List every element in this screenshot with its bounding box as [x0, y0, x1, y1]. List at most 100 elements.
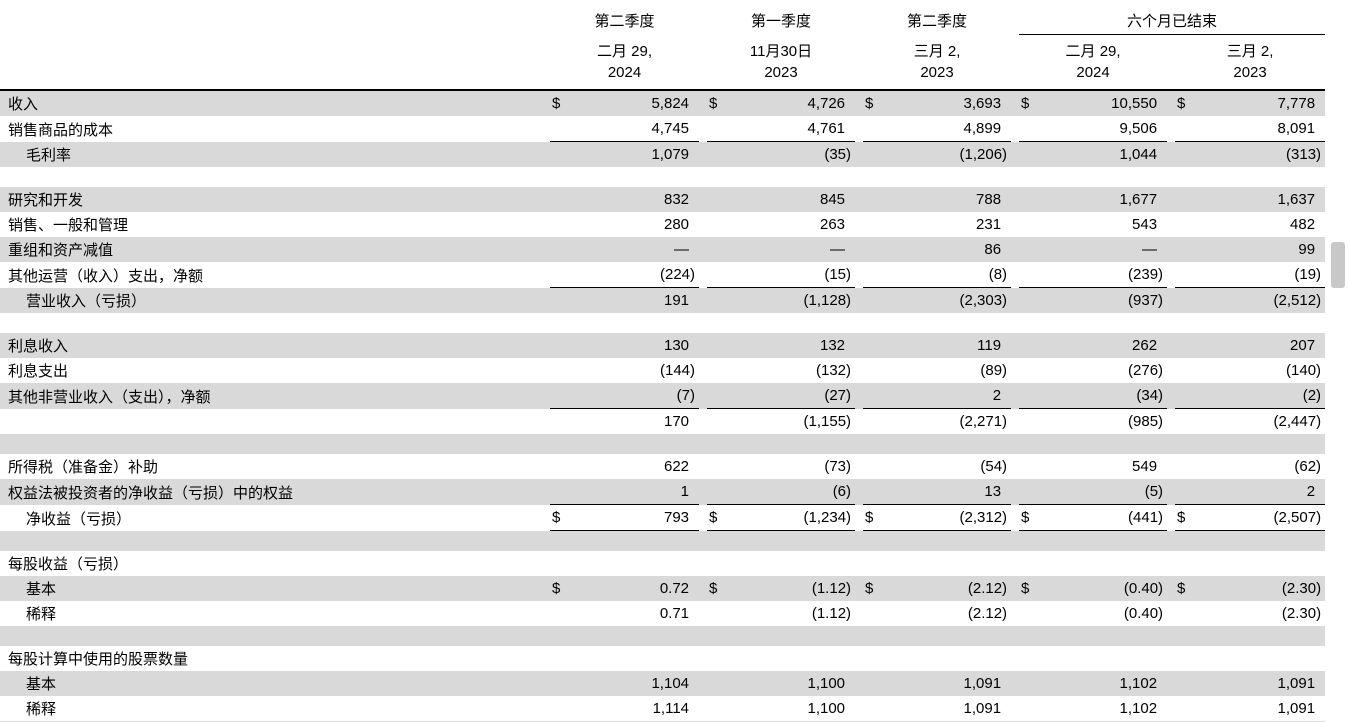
column-gap	[1011, 479, 1020, 505]
value-cell: (35)	[729, 142, 856, 167]
column-gap	[699, 142, 708, 167]
column-gap	[1167, 288, 1176, 313]
currency-symbol-cell	[863, 454, 885, 479]
value-cell: 3,693	[885, 89, 1012, 116]
value-cell: (34)	[1041, 383, 1168, 409]
currency-symbol-cell	[863, 671, 886, 696]
value-cell: 8,091	[1197, 116, 1326, 142]
column-gap	[1011, 551, 1019, 576]
column-gap	[1167, 358, 1175, 383]
currency-symbol-cell	[707, 383, 730, 409]
value-cell: (0.40)	[1123, 605, 1164, 622]
value-cell: 845	[729, 187, 856, 212]
table-row: 销售商品的成本 4,745 4,761 4,899 9,506 8,091	[0, 116, 1326, 142]
value-cell: 1,100	[807, 700, 846, 717]
date-line-2: 2024	[607, 64, 642, 81]
column-gap	[1167, 576, 1176, 601]
column-gap	[699, 696, 707, 721]
column-gap	[1011, 35, 1019, 89]
column-gap	[1011, 646, 1019, 671]
value-cell: (27)	[729, 383, 856, 409]
currency-symbol-cell	[550, 142, 572, 167]
column-gap	[699, 288, 708, 313]
spacer-cell	[0, 531, 1326, 551]
column-gap	[855, 333, 864, 358]
period-header-q1: 第一季度	[751, 13, 812, 30]
currency-symbol-cell	[1175, 454, 1197, 479]
value-cell: (19)	[1197, 262, 1326, 288]
value-cell: 2	[1197, 479, 1326, 505]
column-gap	[1167, 237, 1176, 262]
row-label: 利息支出	[8, 363, 69, 380]
value-cell: (144)	[659, 362, 696, 379]
currency-symbol-cell	[550, 409, 572, 434]
value-cell: (7)	[572, 383, 700, 409]
spacer-row	[0, 434, 1326, 454]
value-cell: 4,745	[572, 116, 700, 142]
currency-symbol-cell: $	[707, 89, 730, 116]
currency-symbol-cell	[1019, 142, 1042, 167]
currency-symbol-cell: $	[1019, 576, 1042, 601]
currency-symbol-cell	[1019, 288, 1042, 313]
vertical-scrollbar-thumb[interactable]	[1331, 242, 1345, 288]
currency-symbol-cell: $	[1019, 505, 1042, 531]
value-cell: 231	[976, 216, 1002, 233]
currency-symbol-cell	[863, 646, 885, 671]
value-cell: —	[729, 237, 856, 262]
column-gap	[855, 601, 863, 626]
currency-symbol-cell	[863, 696, 885, 721]
value-cell: (132)	[816, 362, 852, 379]
column-gap	[1011, 6, 1019, 35]
currency-symbol-cell: $	[863, 505, 886, 531]
date-line-1: 三月 2,	[1226, 43, 1274, 60]
spacer-cell	[0, 434, 1326, 454]
value-cell: (6)	[729, 479, 856, 505]
currency-symbol-cell	[1019, 212, 1041, 237]
value-cell: (2,303)	[885, 288, 1012, 313]
value-cell	[572, 551, 699, 576]
income-statement-table: 第二季度 第一季度 第二季度 六个月已结束 二月 29, 2024 11月30日…	[0, 6, 1326, 722]
date-line-2: 2023	[920, 64, 954, 81]
value-cell	[572, 646, 699, 671]
currency-symbol-cell	[550, 262, 572, 288]
value-cell: (1.12)	[729, 576, 856, 601]
currency-symbol-cell: $	[863, 576, 886, 601]
value-cell: 832	[572, 187, 700, 212]
currency-symbol-cell	[1019, 116, 1042, 142]
currency-symbol-cell	[550, 288, 572, 313]
currency-symbol-cell	[863, 358, 885, 383]
value-cell: (140)	[1286, 362, 1322, 379]
table-row: 销售、一般和管理 280 263 231 543 482	[0, 212, 1325, 237]
value-cell: (2)	[1197, 383, 1326, 409]
currency-symbol-cell	[1019, 454, 1041, 479]
currency-symbol-cell	[1175, 479, 1198, 505]
currency-symbol-cell	[707, 479, 730, 505]
currency-symbol-cell: $	[707, 576, 730, 601]
column-gap	[699, 262, 707, 288]
column-gap	[1011, 576, 1020, 601]
value-cell: 793	[572, 505, 700, 531]
value-cell: 207	[1197, 333, 1326, 358]
column-gap	[1011, 601, 1019, 626]
value-cell: 130	[572, 333, 700, 358]
column-gap	[699, 479, 708, 505]
table-row: 稀释 0.71 (1.12) (2.12) (0.40) (2.30)	[0, 601, 1325, 626]
currency-symbol-cell	[1019, 358, 1041, 383]
table-header: 第二季度 第一季度 第二季度 六个月已结束 二月 29, 2024 11月30日…	[0, 6, 1326, 89]
currency-symbol-cell	[1175, 333, 1198, 358]
table-row: 权益法被投资者的净收益（亏损）中的权益 1 (6) 13 (5) 2	[0, 479, 1326, 505]
column-gap	[1167, 601, 1175, 626]
table-row: 每股收益（亏损）	[0, 551, 1325, 576]
column-gap	[855, 671, 864, 696]
currency-symbol-cell	[1175, 288, 1198, 313]
table-row: 净收益（亏损） $793 $ (1,234) $ (2,312) $ (441) $ (2,507…	[0, 505, 1326, 531]
value-cell: (313)	[1197, 142, 1326, 167]
value-cell: 1,102	[1119, 700, 1158, 717]
spacer-row	[0, 313, 1325, 333]
currency-symbol-cell: $	[1019, 89, 1042, 116]
currency-symbol-cell	[707, 237, 730, 262]
column-gap	[1011, 671, 1020, 696]
value-cell: 280	[663, 216, 690, 233]
row-label: 净收益（亏损）	[26, 510, 132, 528]
row-label: 销售、一般和管理	[8, 217, 129, 234]
